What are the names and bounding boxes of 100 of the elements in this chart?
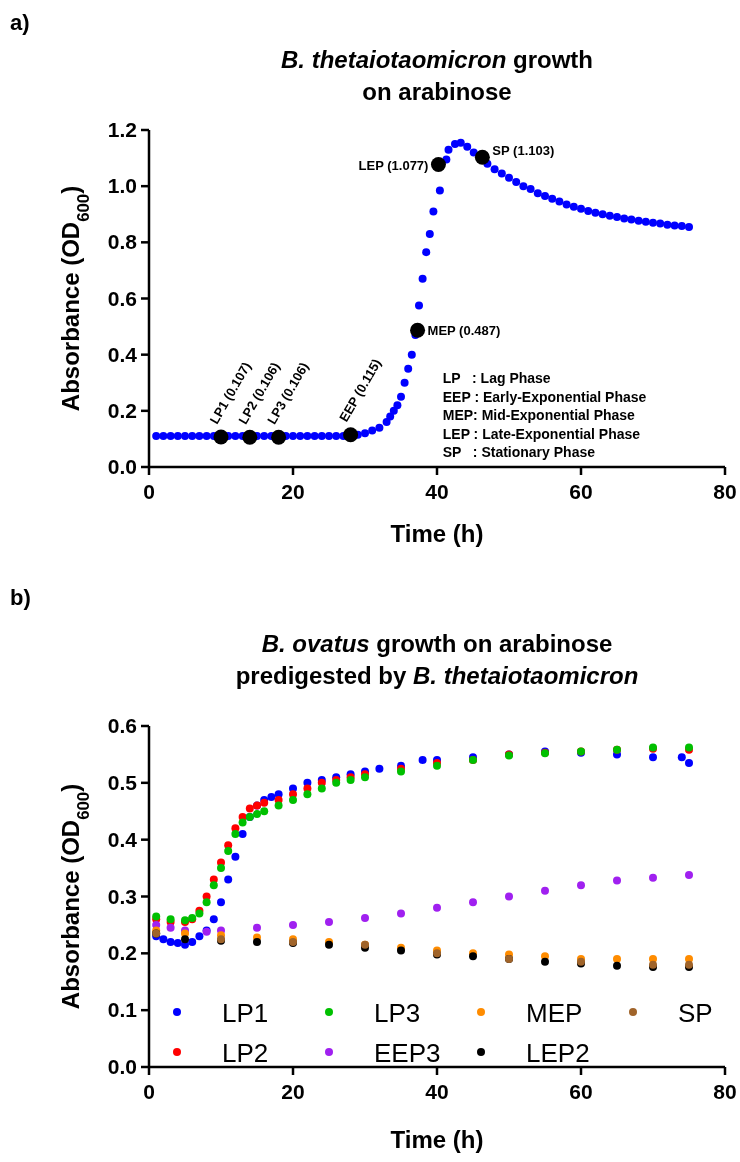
point	[343, 427, 359, 443]
point	[209, 915, 218, 924]
point	[245, 804, 254, 813]
legend-label: EEP3	[374, 1038, 441, 1068]
point	[231, 829, 240, 838]
annotation: EEP : Early-Exponential Phase	[442, 388, 647, 405]
point	[325, 918, 333, 927]
y-tick-label: 0.4	[107, 342, 138, 366]
point	[469, 898, 477, 907]
point	[213, 429, 229, 445]
point	[418, 756, 427, 765]
point	[274, 801, 283, 810]
y-tick-label: 0.1	[107, 998, 138, 1022]
x-tick-label: 80	[713, 1080, 737, 1103]
point	[242, 429, 258, 445]
point	[677, 753, 686, 762]
point	[260, 807, 269, 816]
point	[231, 852, 240, 861]
y-tick-label: 0.0	[107, 455, 137, 478]
point	[505, 892, 513, 901]
point	[181, 935, 189, 944]
point	[188, 937, 197, 946]
legend-label: LP3	[374, 998, 421, 1028]
y-tick-label: 0.2	[107, 398, 137, 422]
point	[253, 937, 261, 946]
point	[649, 753, 657, 762]
point	[238, 818, 247, 827]
point	[577, 881, 585, 890]
point	[430, 157, 446, 173]
x-axis-title: Time (h)	[390, 520, 484, 547]
x-tick-label: 0	[143, 480, 155, 503]
point	[410, 322, 426, 338]
point	[685, 870, 693, 879]
data-label: MEP (0.487)	[427, 323, 501, 339]
text: b)	[10, 585, 31, 610]
x-tick-label: 40	[425, 480, 449, 503]
annotation: LEP : Late-Exponential Phase	[442, 425, 641, 442]
point	[173, 939, 182, 948]
x-tick-label: 0	[143, 1080, 155, 1103]
y-tick-label: 0.3	[107, 884, 137, 908]
x-tick-label: 80	[713, 480, 737, 503]
point	[217, 864, 225, 873]
legend-label: LEP2	[526, 1038, 590, 1068]
y-tick-label: 1.2	[107, 118, 137, 141]
point	[289, 920, 297, 929]
x-tick-label: 20	[281, 480, 305, 503]
point	[202, 898, 211, 907]
data-label: LEP (1.077)	[358, 157, 429, 173]
x-tick-label: 60	[569, 1080, 593, 1103]
point	[541, 886, 549, 895]
point	[289, 795, 297, 804]
point	[541, 957, 549, 966]
point	[217, 898, 225, 907]
point	[253, 923, 261, 932]
legend-label: MEP	[526, 998, 583, 1028]
point	[613, 876, 621, 885]
point	[166, 923, 175, 932]
y-tick-label: 0.8	[107, 230, 138, 254]
point	[397, 909, 405, 918]
annotation: SP : Stationary Phase	[442, 444, 596, 460]
chart-title: B. thetaiotaomicron growth on arabinose	[280, 46, 594, 105]
text: a)	[10, 10, 30, 35]
y-tick-label: 0.6	[107, 286, 137, 310]
point	[375, 764, 384, 773]
y-tick-label: 0.6	[107, 714, 137, 737]
y-tick-label: 1.0	[107, 174, 137, 198]
legend-label: LP1	[222, 998, 269, 1028]
point	[224, 875, 233, 884]
data-label: SP (1.103)	[492, 143, 555, 159]
point	[474, 149, 490, 165]
y-tick-label: 0.4	[107, 827, 138, 851]
point	[159, 935, 168, 944]
legend-label: SP	[678, 998, 713, 1028]
point	[267, 793, 276, 802]
point	[361, 914, 369, 923]
y-tick-label: 0.5	[107, 770, 138, 794]
x-tick-label: 40	[425, 1080, 449, 1103]
point	[238, 829, 247, 838]
point	[317, 784, 326, 793]
point	[685, 758, 693, 767]
x-tick-label: 20	[281, 1080, 305, 1103]
x-axis-title: Time (h)	[390, 1126, 484, 1153]
point	[209, 881, 218, 890]
x-tick-label: 60	[569, 480, 593, 503]
chart-title: B. ovatus growth on arabinose predigested by B. thetaiotaomicron	[235, 630, 639, 689]
y-tick-label: 0.0	[107, 1055, 137, 1078]
point	[253, 810, 261, 819]
point	[303, 790, 312, 799]
point	[195, 932, 204, 941]
legend-label: LP2	[222, 1038, 269, 1068]
point	[613, 955, 621, 964]
y-tick-label: 0.2	[107, 941, 137, 965]
point	[166, 937, 175, 946]
annotation: MEP: Mid-Exponential Phase	[442, 407, 636, 423]
annotation: LP : Lag Phase	[442, 370, 551, 386]
point	[433, 903, 441, 912]
point	[271, 429, 287, 445]
point	[224, 847, 233, 856]
point	[613, 961, 621, 970]
point	[649, 873, 657, 882]
